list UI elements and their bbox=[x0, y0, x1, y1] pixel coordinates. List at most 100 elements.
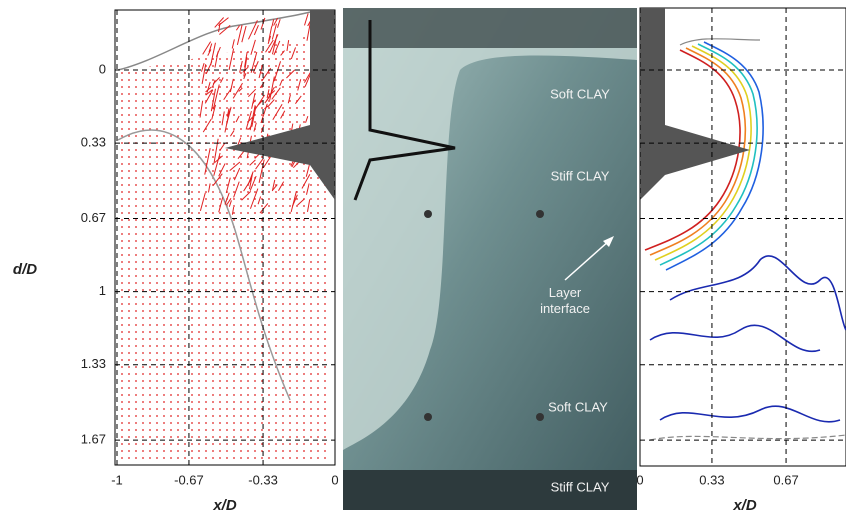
vector bbox=[271, 23, 277, 40]
vector bbox=[205, 89, 213, 96]
vector bbox=[249, 188, 259, 209]
marker bbox=[536, 413, 544, 421]
vector bbox=[233, 167, 241, 181]
vector bbox=[204, 147, 211, 175]
vector bbox=[279, 79, 283, 86]
vector bbox=[248, 173, 254, 190]
arrow-head bbox=[603, 236, 614, 247]
vector bbox=[304, 13, 309, 26]
vector bbox=[228, 48, 235, 71]
vector bbox=[286, 69, 296, 79]
vector bbox=[226, 198, 232, 206]
vector bbox=[269, 90, 276, 96]
vector bbox=[237, 137, 242, 145]
vector bbox=[243, 56, 248, 77]
vector bbox=[235, 25, 240, 31]
x-tick-label: -0.33 bbox=[248, 472, 278, 487]
y-tick-label: 0.67 bbox=[81, 210, 106, 225]
vector bbox=[214, 155, 223, 163]
marker bbox=[424, 210, 432, 218]
vector bbox=[272, 184, 278, 191]
right-grid: 0 0.33 0.67 bbox=[636, 8, 846, 487]
vector bbox=[297, 79, 302, 91]
y-tick-label: 1.33 bbox=[81, 356, 106, 371]
y-tick-label: 1 bbox=[99, 283, 106, 298]
vector bbox=[219, 24, 231, 35]
vector bbox=[239, 60, 243, 73]
vector bbox=[249, 175, 257, 191]
vector bbox=[254, 94, 266, 110]
contour bbox=[117, 129, 291, 401]
photo-top bbox=[343, 8, 637, 48]
vector bbox=[249, 159, 256, 166]
vector bbox=[278, 181, 285, 191]
vector bbox=[207, 49, 212, 56]
vector bbox=[241, 25, 247, 43]
vector bbox=[247, 20, 258, 40]
vector bbox=[241, 191, 252, 201]
vector bbox=[205, 86, 212, 93]
vector bbox=[212, 173, 223, 186]
vector bbox=[248, 117, 253, 122]
vector bbox=[228, 200, 232, 207]
vector bbox=[238, 87, 243, 92]
vector bbox=[250, 39, 256, 55]
vector bbox=[291, 194, 298, 207]
x-tick-label: -1 bbox=[111, 472, 123, 487]
vector bbox=[199, 192, 206, 212]
vector bbox=[243, 73, 247, 80]
y-tick-label: 0 bbox=[99, 61, 106, 76]
vector bbox=[250, 51, 258, 73]
contour bbox=[117, 11, 311, 71]
vector bbox=[273, 61, 282, 82]
vector bbox=[215, 46, 221, 58]
vector bbox=[229, 161, 241, 172]
vector bbox=[225, 177, 231, 194]
x-tick-label: 0 bbox=[636, 472, 643, 487]
vector bbox=[255, 158, 264, 170]
x-tick-label: 0.67 bbox=[773, 472, 798, 487]
photo-label-box: Layer interface bbox=[540, 285, 590, 316]
vector bbox=[271, 179, 276, 192]
vector bbox=[244, 52, 248, 68]
vector bbox=[305, 115, 309, 123]
vector bbox=[280, 110, 286, 119]
vector bbox=[243, 178, 253, 192]
vector bbox=[208, 43, 213, 53]
vector bbox=[201, 63, 205, 72]
y-axis-title: d/D bbox=[13, 261, 37, 278]
vector bbox=[251, 106, 257, 127]
y-tick-label: 1.67 bbox=[81, 432, 106, 447]
vector bbox=[290, 47, 297, 60]
vector bbox=[220, 77, 224, 83]
vector bbox=[253, 122, 257, 132]
vector bbox=[280, 50, 285, 56]
vector bbox=[306, 183, 310, 195]
vector bbox=[218, 197, 224, 213]
arrow bbox=[564, 239, 611, 281]
vector bbox=[251, 94, 256, 109]
vector bbox=[271, 19, 275, 27]
vector bbox=[231, 39, 235, 49]
vector-arrows bbox=[199, 13, 314, 215]
left-grid: 0 0.33 0.67 1 1.33 1.67 -1 -0.67 -0.33 0 bbox=[81, 10, 339, 487]
vector bbox=[304, 74, 311, 87]
probe-wedge bbox=[225, 10, 335, 200]
vector bbox=[271, 87, 281, 100]
vector bbox=[269, 76, 275, 101]
vector-field bbox=[118, 15, 330, 460]
photo-label: Soft CLAY bbox=[550, 86, 610, 101]
photo-region bbox=[343, 8, 637, 450]
photo-label: Stiff CLAY bbox=[551, 168, 610, 183]
vector bbox=[269, 34, 279, 54]
vector bbox=[213, 152, 221, 176]
vector bbox=[224, 113, 230, 133]
vector bbox=[229, 78, 234, 93]
vector bbox=[236, 24, 243, 46]
vector bbox=[223, 87, 233, 101]
photo-label: Layer interface bbox=[540, 285, 590, 316]
x-axis-title: x/D bbox=[212, 497, 237, 514]
photo-label: Soft CLAY bbox=[548, 399, 608, 414]
vector bbox=[266, 89, 270, 99]
